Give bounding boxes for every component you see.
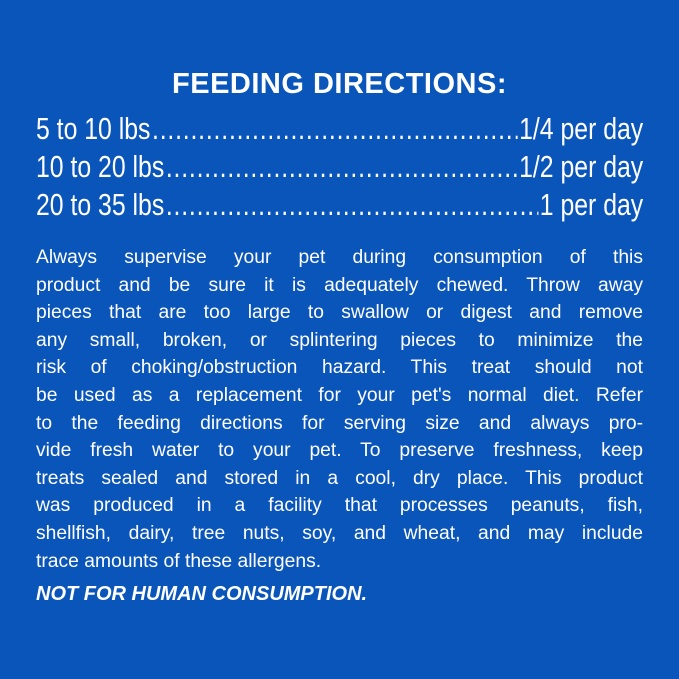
feeding-amount: 1/2 per day xyxy=(519,149,644,184)
weight-range: 10 to 20 lbs xyxy=(36,149,165,184)
paragraph-line: treats sealed and stored in a cool, dry … xyxy=(36,467,643,489)
paragraph-line: pieces that are too large to swallow or … xyxy=(36,302,643,324)
feeding-row: 5 to 10 lbs 1/4 per day xyxy=(36,110,643,148)
feeding-amount: 1/4 per day xyxy=(519,111,644,146)
paragraph-line: shellfish, dairy, tree nuts, soy, and wh… xyxy=(36,522,643,544)
feeding-row: 10 to 20 lbs 1/2 per day xyxy=(36,148,643,186)
safety-paragraph: Always supervise your pet during consump… xyxy=(36,244,643,575)
feeding-directions-title: FEEDING DIRECTIONS: xyxy=(172,68,507,100)
dot-leader xyxy=(152,110,517,148)
weight-range: 5 to 10 lbs xyxy=(36,111,151,146)
feeding-amount: 1 per day xyxy=(539,187,644,222)
paragraph-line: vide fresh water to your pet. To preserv… xyxy=(36,440,643,462)
paragraph-line: was produced in a facility that processe… xyxy=(36,495,643,517)
dot-leader xyxy=(166,186,538,224)
paragraph-line: to the feeding directions for serving si… xyxy=(36,412,643,434)
paragraph-line: be used as a replacement for your pet's … xyxy=(36,384,643,406)
paragraph-line: any small, broken, or splintering pieces… xyxy=(36,329,643,351)
feeding-table: 5 to 10 lbs 1/4 per day 10 to 20 lbs 1/2… xyxy=(36,110,643,224)
paragraph-line: risk of choking/obstruction hazard. This… xyxy=(36,357,643,379)
paragraph-line: trace amounts of these allergens. xyxy=(36,550,322,572)
feeding-row: 20 to 35 lbs 1 per day xyxy=(36,186,643,224)
warning-text: NOT FOR HUMAN CONSUMPTION. xyxy=(36,583,368,605)
weight-range: 20 to 35 lbs xyxy=(36,187,165,222)
paragraph-line: Always supervise your pet during consump… xyxy=(36,247,643,268)
paragraph-line: product and be sure it is adequately che… xyxy=(36,274,643,296)
dot-leader xyxy=(166,148,518,186)
